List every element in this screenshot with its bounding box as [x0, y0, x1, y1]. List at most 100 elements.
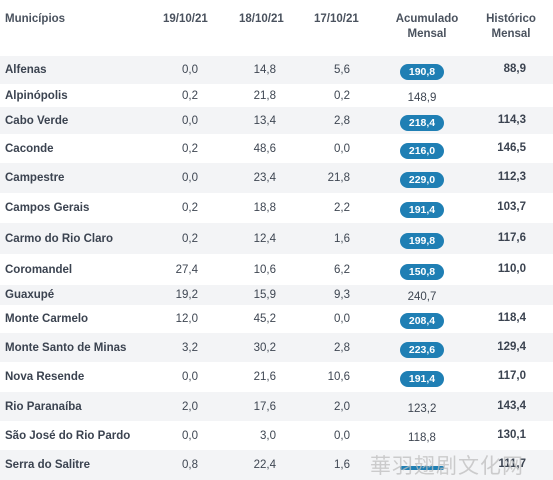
municipio-name: Monte Santo de Minas	[5, 342, 127, 354]
rain-18-10: 30,2	[253, 342, 276, 354]
rain-19-10: 0,2	[182, 90, 198, 102]
rain-17-10: 2,0	[334, 401, 350, 413]
rain-17-10: 1,6	[334, 233, 350, 245]
municipio-name: Guaxupé	[5, 289, 55, 301]
rain-17-10: 10,6	[327, 371, 350, 383]
header-date-3: 17/10/21	[314, 13, 359, 25]
rain-19-10: 0,2	[182, 202, 198, 214]
acumulado-cell: 118,8	[392, 428, 452, 446]
rain-19-10: 0,2	[182, 233, 198, 245]
rain-18-10: 18,8	[253, 202, 276, 214]
acumulado-value: 123,2	[407, 403, 437, 415]
rain-18-10: 17,6	[253, 401, 276, 413]
historico-value: 118,4	[497, 312, 526, 324]
historico-value: 130,1	[497, 429, 526, 441]
rain-18-10: 22,4	[253, 459, 276, 471]
rain-17-10: 21,8	[327, 172, 350, 184]
header-municipios: Municípios	[5, 13, 66, 25]
table-row: Carmo do Rio Claro 0,2 12,4 1,6 199,8 117,6	[0, 223, 553, 254]
historico-value: 117,6	[497, 232, 526, 244]
acumulado-cell: 148,9	[392, 88, 452, 106]
rain-18-10: 10,6	[253, 264, 276, 276]
acumulado-value: 148,9	[407, 92, 437, 104]
rain-19-10: 0,0	[182, 64, 198, 76]
table-row: Guaxupé 19,2 15,9 9,3 240,7	[0, 285, 553, 305]
historico-value: 112,3	[497, 171, 526, 183]
header-date-1: 19/10/21	[163, 13, 208, 25]
header-date-2: 18/10/21	[239, 13, 284, 25]
acumulado-cell: 223,6	[392, 340, 452, 358]
rain-18-10: 48,6	[253, 143, 276, 155]
rain-17-10: 9,3	[334, 289, 350, 301]
acumulado-value: 118,8	[408, 432, 436, 444]
acumulado-badge: 229,0	[400, 172, 444, 188]
municipio-name: Alpinópolis	[5, 90, 68, 102]
rain-19-10: 0,0	[182, 115, 198, 127]
header-acumulado: Acumulado Mensal	[392, 12, 462, 42]
historico-value: 129,4	[497, 341, 526, 353]
header-historico: Histórico Mensal	[478, 12, 544, 42]
municipio-name: Caconde	[5, 143, 54, 155]
municipio-name: Carmo do Rio Claro	[5, 233, 113, 245]
acumulado-cell: 191,4	[392, 200, 452, 218]
rain-17-10: 0,0	[334, 143, 350, 155]
acumulado-badge: 216,0	[400, 143, 444, 159]
municipio-name: Coromandel	[5, 264, 73, 276]
table-header: Municípios 19/10/21 18/10/21 17/10/21 Ac…	[0, 0, 553, 56]
rain-17-10: 5,6	[334, 64, 350, 76]
municipio-name: Campestre	[5, 172, 65, 184]
rain-17-10: 0,2	[334, 90, 350, 102]
municipio-name: Monte Carmelo	[5, 313, 89, 325]
table-row: Campestre 0,0 23,4 21,8 229,0 112,3	[0, 163, 553, 193]
municipio-name: Rio Paranaíba	[5, 401, 82, 413]
municipio-name: Campos Gerais	[5, 202, 90, 214]
acumulado-cell: 218,4	[392, 113, 452, 131]
historico-value: 143,4	[497, 400, 526, 412]
acumulado-cell: 123,2	[392, 399, 452, 417]
rain-19-10: 2,0	[182, 401, 198, 413]
municipio-name: Nova Resende	[5, 371, 85, 383]
rain-19-10: 27,4	[175, 264, 198, 276]
table-row: Monte Carmelo 12,0 45,2 0,0 208,4 118,4	[0, 305, 553, 333]
historico-value: 146,5	[497, 142, 526, 154]
municipio-name: Cabo Verde	[5, 115, 69, 127]
acumulado-cell: 199,8	[392, 231, 452, 249]
historico-value: 117,0	[497, 370, 526, 382]
table-row: Monte Santo de Minas 3,2 30,2 2,8 223,6 129,4	[0, 333, 553, 362]
municipio-name: Alfenas	[5, 64, 47, 76]
table-row: São José do Rio Pardo 0,0 3,0 0,0 118,8 130,1	[0, 421, 553, 450]
rain-19-10: 12,0	[175, 313, 198, 325]
acumulado-badge: 190,8	[400, 64, 444, 80]
rain-19-10: 19,2	[175, 289, 198, 301]
acumulado-badge: 199,8	[400, 233, 444, 249]
rain-18-10: 12,4	[253, 233, 276, 245]
header-historico-line1: Histórico	[486, 13, 536, 25]
rain-19-10: 3,2	[182, 342, 198, 354]
rain-18-10: 13,4	[253, 115, 276, 127]
acumulado-badge: 218,4	[400, 115, 444, 131]
acumulado-value: 240,7	[407, 291, 437, 303]
historico-value: 110,0	[497, 263, 526, 275]
rain-17-10: 2,8	[334, 342, 350, 354]
rain-18-10: 45,2	[253, 313, 276, 325]
rain-19-10: 0,2	[182, 143, 198, 155]
table-row: Nova Resende 0,0 21,6 10,6 191,4 117,0	[0, 362, 553, 392]
historico-value: 111,7	[498, 458, 526, 470]
rain-19-10: 0,0	[182, 430, 198, 442]
table-row: Serra do Salitre 0,8 22,4 1,6 111,7	[0, 450, 553, 480]
municipio-name: São José do Rio Pardo	[5, 430, 131, 442]
watermark-text: 華羽翅剧文化网	[370, 454, 524, 478]
acumulado-cell: 229,0	[392, 170, 452, 188]
rain-18-10: 21,6	[253, 371, 276, 383]
historico-value: 114,3	[497, 114, 526, 126]
table-row: Campos Gerais 0,2 18,8 2,2 191,4 103,7	[0, 193, 553, 223]
table-row: Coromandel 27,4 10,6 6,2 150,8 110,0	[0, 254, 553, 285]
acumulado-cell: 190,8	[392, 62, 452, 80]
rain-18-10: 3,0	[260, 430, 276, 442]
table-row: Rio Paranaíba 2,0 17,6 2,0 123,2 143,4	[0, 392, 553, 421]
table-row: Caconde 0,2 48,6 0,0 216,0 146,5	[0, 134, 553, 163]
header-acumulado-line2: Mensal	[407, 28, 447, 40]
table-row: Alpinópolis 0,2 21,8 0,2 148,9	[0, 84, 553, 107]
table-row: Cabo Verde 0,0 13,4 2,8 218,4 114,3	[0, 107, 553, 134]
rain-17-10: 0,0	[334, 430, 350, 442]
